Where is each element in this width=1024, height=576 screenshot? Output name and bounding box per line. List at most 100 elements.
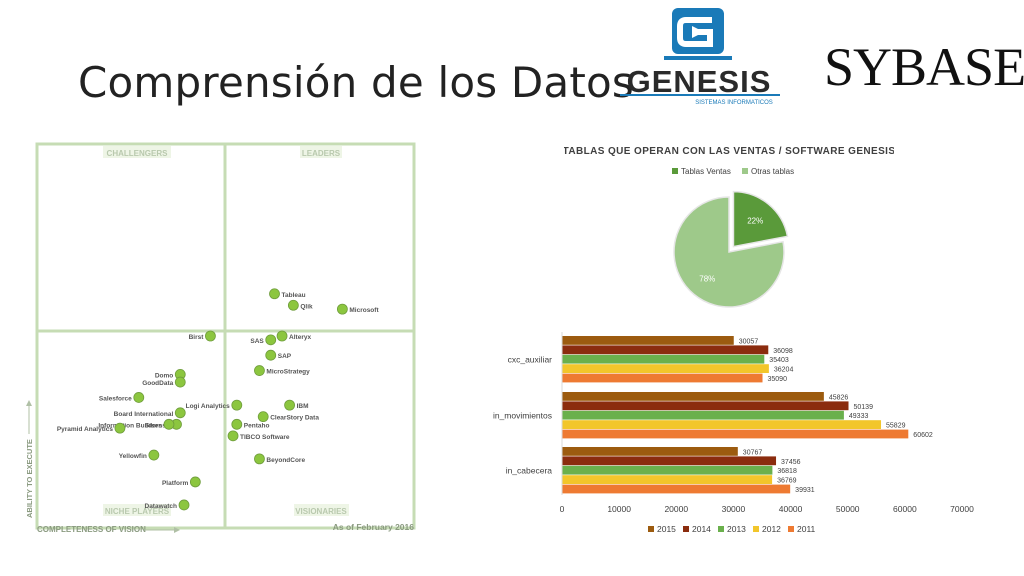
bar-data-label: 36204 bbox=[774, 367, 794, 374]
vendor-tibco-software: TIBCO Software bbox=[227, 430, 290, 442]
vendor-logi-analytics: Logi Analytics bbox=[186, 399, 243, 411]
vendor-sas: SAS bbox=[250, 334, 277, 346]
bar-legend-swatch bbox=[648, 526, 654, 532]
vendor-salesforce: Salesforce bbox=[99, 392, 145, 403]
vendor-ibm: IBM bbox=[284, 399, 309, 411]
vendor-dot bbox=[287, 299, 299, 311]
vendor-dot bbox=[269, 288, 280, 300]
bar-data-label: 45826 bbox=[829, 394, 849, 401]
vendor-label: BeyondCore bbox=[266, 457, 305, 464]
bar-data-label: 30057 bbox=[739, 338, 759, 345]
vendor-dot bbox=[114, 422, 126, 434]
bar-x-tick: 30000 bbox=[722, 504, 746, 514]
y-axis-label: ABILITY TO EXECUTE bbox=[25, 439, 34, 518]
bar-legend-label: 2013 bbox=[727, 524, 746, 534]
bar-x-tick: 70000 bbox=[950, 504, 974, 514]
vendor-dot bbox=[284, 399, 295, 411]
vendor-label: Alteryx bbox=[289, 334, 311, 341]
genesis-logo-name: GENESIS bbox=[627, 64, 772, 99]
vendor-datawatch: Datawatch bbox=[145, 499, 190, 511]
bar-legend-swatch bbox=[788, 526, 794, 532]
vendor-dot bbox=[254, 453, 265, 465]
bar-x-tick: 10000 bbox=[607, 504, 631, 514]
vendor-label: MicroStrategy bbox=[266, 369, 310, 376]
vendor-alteryx: Alteryx bbox=[276, 330, 311, 342]
bar-2014 bbox=[562, 456, 777, 466]
vendor-yellowfin: Yellowfin bbox=[119, 449, 160, 461]
vendor-dot bbox=[336, 303, 348, 315]
vendor-label: Salesforce bbox=[99, 395, 132, 402]
bar-2012 bbox=[562, 420, 882, 429]
genesis-logo: GENESIS SISTEMAS INFORMATICOS bbox=[620, 8, 780, 106]
vendor-dot bbox=[227, 430, 239, 442]
pie-legend-label: Tablas Ventas bbox=[681, 167, 731, 176]
bar-category-label: in_movimientos bbox=[493, 411, 552, 421]
pie-slice-tablas-ventas bbox=[732, 190, 789, 248]
bar-2014 bbox=[562, 401, 849, 411]
bar-2014 bbox=[562, 345, 769, 355]
pie-legend-swatch bbox=[742, 168, 748, 174]
bar-x-tick: 20000 bbox=[664, 504, 688, 514]
bar-category-label: in_cabecera bbox=[506, 466, 553, 476]
vendor-microsoft: Microsoft bbox=[336, 303, 379, 315]
bar-x-tick: 60000 bbox=[893, 504, 917, 514]
bar-2013 bbox=[562, 354, 765, 364]
vendor-dot bbox=[231, 399, 243, 411]
bar-2012 bbox=[562, 364, 769, 373]
quadrant-label-challengers: CHALLENGERS bbox=[107, 149, 169, 158]
bar-chart: cxc_auxiliar in_movimientos in_cabecera 30… bbox=[493, 332, 974, 534]
bar-x-tick: 40000 bbox=[779, 504, 803, 514]
pie-title: TABLAS QUE OPERAN CON LAS VENTAS / SOFTW… bbox=[564, 146, 894, 157]
quadrant-label-visionaries: VISIONARIES bbox=[295, 507, 347, 516]
bar-data-label: 39931 bbox=[795, 487, 815, 494]
vendor-board-international: Board International bbox=[114, 407, 186, 419]
bar-data-label: 60602 bbox=[913, 432, 933, 439]
quadrant-date: As of February 2016 bbox=[333, 522, 415, 532]
vendor-dot bbox=[257, 411, 269, 423]
vendor-microstrategy: MicroStrategy bbox=[254, 365, 310, 376]
vendor-dot bbox=[174, 407, 186, 419]
genesis-logo-subtitle: SISTEMAS INFORMATICOS bbox=[695, 100, 773, 106]
vendor-label: Sisense bbox=[145, 422, 170, 429]
bar-legend-swatch bbox=[718, 526, 724, 532]
vendor-label: ClearStory Data bbox=[270, 415, 319, 422]
vendor-label: Board International bbox=[114, 411, 174, 418]
vendor-label: GoodData bbox=[142, 380, 173, 387]
vendor-birst: Birst bbox=[189, 330, 216, 342]
vendor-label: Platform bbox=[162, 480, 189, 487]
bar-2015 bbox=[562, 392, 824, 401]
bar-x-tick: 0 bbox=[560, 504, 565, 514]
bar-legend-label: 2015 bbox=[657, 524, 676, 534]
bar-2015 bbox=[562, 447, 738, 456]
vendor-dot bbox=[189, 476, 201, 488]
bar-data-label: 36098 bbox=[773, 348, 793, 355]
bar-data-label: 49333 bbox=[849, 413, 869, 420]
vendor-platform: Platform bbox=[162, 476, 201, 488]
bar-2011 bbox=[562, 373, 763, 383]
bar-data-label: 55829 bbox=[886, 423, 906, 430]
quadrant-label-leaders: LEADERS bbox=[302, 149, 341, 158]
pie-legend-swatch bbox=[672, 168, 678, 174]
x-arrow-icon bbox=[174, 527, 180, 533]
quadrant-label-niche: NICHE PLAYERS bbox=[105, 507, 170, 516]
vendor-label: SAP bbox=[278, 353, 292, 360]
vendor-label: IBM bbox=[297, 403, 309, 410]
bar-data-label: 36818 bbox=[777, 468, 797, 475]
bar-x-tick: 50000 bbox=[836, 504, 860, 514]
bar-2012 bbox=[562, 475, 773, 484]
vendor-information-builders: Information Builders bbox=[98, 418, 175, 430]
vendor-tableau: Tableau bbox=[269, 288, 306, 300]
vendor-dot bbox=[231, 418, 243, 430]
bar-legend-label: 2014 bbox=[692, 524, 711, 534]
pie-legend-label: Otras tablas bbox=[751, 167, 794, 176]
slide-title: Comprensión de los Datos bbox=[78, 58, 634, 107]
bar-2011 bbox=[562, 429, 909, 439]
vendor-label: Pentaho bbox=[244, 422, 270, 429]
bar-legend-swatch bbox=[683, 526, 689, 532]
vendor-label: Tableau bbox=[282, 292, 306, 299]
bar-legend-label: 2012 bbox=[762, 524, 781, 534]
vendor-label: SAS bbox=[250, 338, 264, 345]
vendor-dot bbox=[254, 365, 265, 376]
sybase-logo: SYBASE® bbox=[824, 37, 1024, 97]
bar-legend-swatch bbox=[753, 526, 759, 532]
